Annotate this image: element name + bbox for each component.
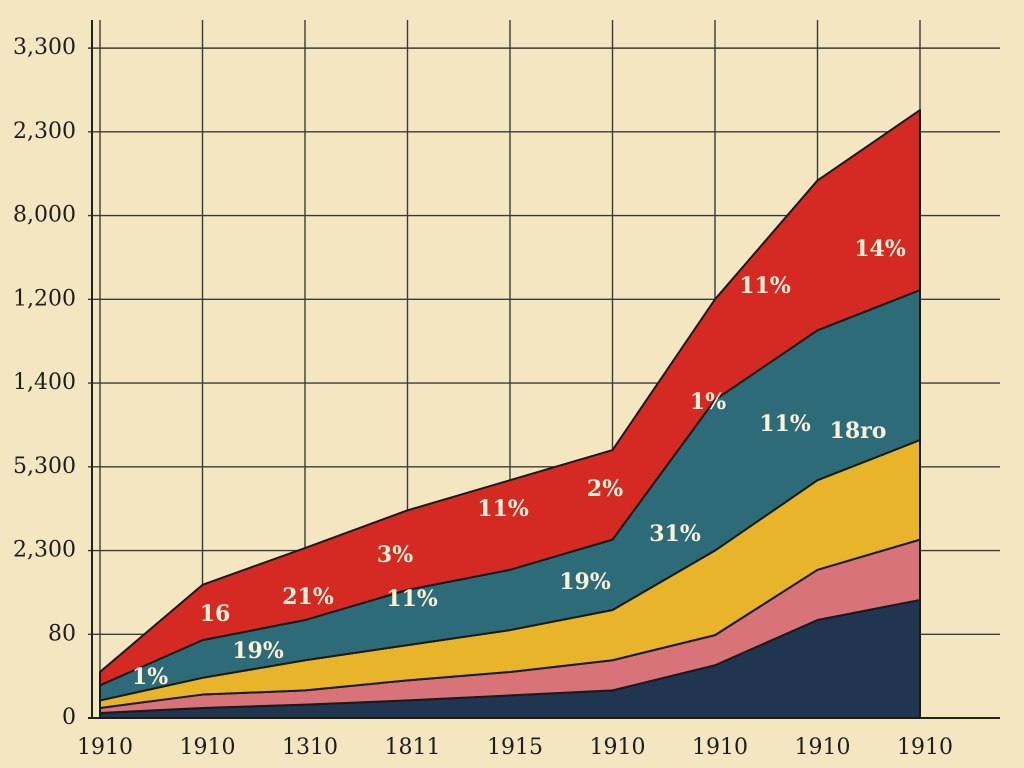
x-tick-label: 1910: [180, 735, 236, 760]
y-tick-label: 5,300: [13, 454, 76, 479]
x-tick-label: 1910: [897, 735, 953, 760]
y-tick-label: 8,000: [13, 203, 76, 228]
labels: 0 80 2,300 5,300 1,400 1,200 8,000 2,300 3,300 19…: [13, 35, 953, 760]
annotation: 19%: [559, 569, 611, 595]
annotation: 14%: [854, 236, 906, 262]
annotation: 1%: [132, 664, 168, 690]
annotation: 21%: [282, 584, 334, 610]
annotation: 2%: [587, 476, 623, 502]
y-tick-label: 80: [48, 621, 76, 646]
areas: [99, 109, 921, 719]
annotation: 18ro: [830, 418, 887, 444]
annotation: 11%: [759, 411, 811, 437]
x-tick-label: 1915: [487, 735, 543, 760]
y-tick-label: 2,300: [13, 119, 76, 144]
y-tick-label: 3,300: [13, 35, 76, 60]
x-tick-label: 1310: [282, 735, 338, 760]
annotation: 3%: [377, 542, 413, 568]
annotation: 31%: [649, 521, 701, 547]
annotation: 1%: [690, 389, 726, 415]
area: [99, 109, 921, 687]
y-tick-label: 2,300: [13, 538, 76, 563]
x-tick-label: 1910: [77, 735, 133, 760]
annotation: 11%: [477, 496, 529, 522]
y-tick-label: 1,200: [13, 286, 76, 311]
annotation: 11%: [386, 586, 438, 612]
x-tick-label: 1910: [692, 735, 748, 760]
x-tick-label: 1811: [385, 735, 441, 760]
x-tick-label: 1910: [590, 735, 646, 760]
x-tick-label: 1910: [795, 735, 851, 760]
y-tick-label: 1,400: [13, 370, 76, 395]
annotation: 16: [200, 601, 231, 627]
annotation: 19%: [232, 638, 284, 664]
annotation: 11%: [739, 273, 791, 299]
y-tick-label: 0: [62, 705, 76, 730]
